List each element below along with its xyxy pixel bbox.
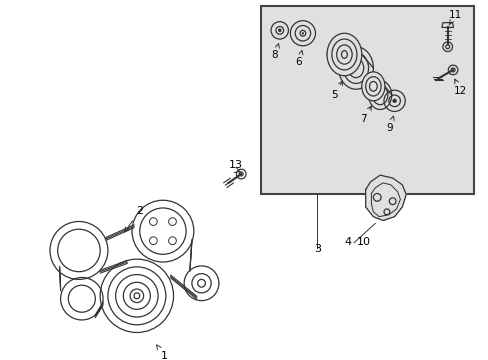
Text: 11: 11 — [448, 10, 461, 25]
Text: 2: 2 — [124, 206, 143, 232]
Ellipse shape — [326, 33, 361, 76]
Text: 7: 7 — [360, 106, 371, 124]
Text: 6: 6 — [295, 50, 303, 67]
Text: 13: 13 — [229, 161, 243, 170]
Text: 12: 12 — [453, 79, 467, 96]
Polygon shape — [365, 175, 406, 221]
Text: 5: 5 — [331, 81, 342, 100]
Ellipse shape — [361, 72, 384, 101]
Text: 4: 4 — [344, 237, 351, 247]
Text: 3: 3 — [313, 244, 320, 255]
Text: 1: 1 — [157, 345, 167, 360]
Text: 8: 8 — [271, 44, 279, 60]
Circle shape — [392, 99, 396, 103]
Ellipse shape — [338, 47, 373, 89]
Text: 10: 10 — [356, 237, 370, 247]
Circle shape — [278, 29, 281, 32]
Text: 9: 9 — [386, 116, 393, 133]
Bar — [261, 6, 473, 194]
Ellipse shape — [368, 81, 391, 109]
Circle shape — [301, 32, 303, 34]
